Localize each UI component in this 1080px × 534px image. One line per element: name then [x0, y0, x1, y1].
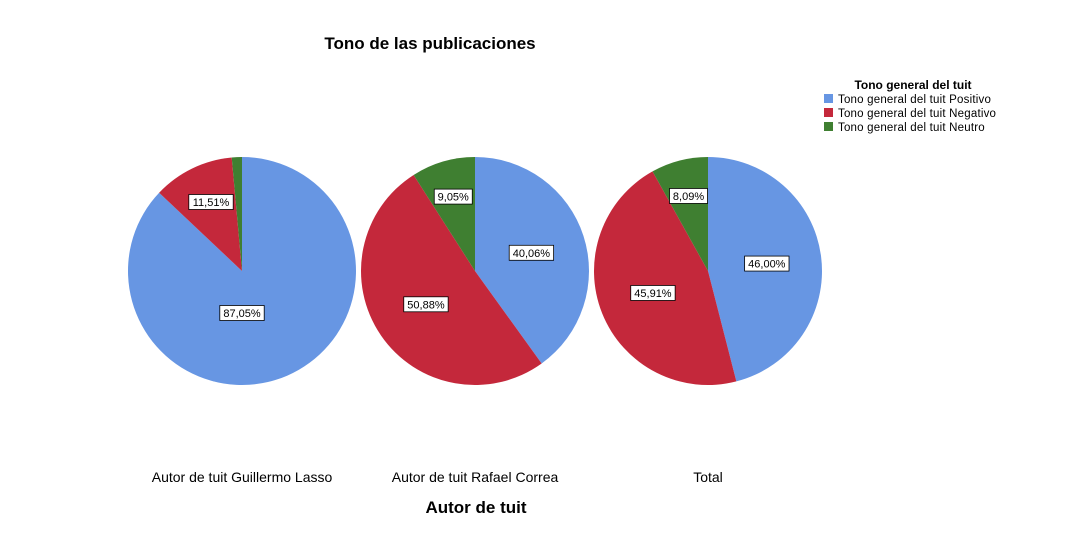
category-label-1: Autor de tuit Rafael Correa — [392, 469, 559, 485]
pie-2-slice-neutro — [652, 157, 708, 271]
pie-1-data-label-negativo: 50,88% — [403, 296, 449, 313]
legend-swatch-1 — [824, 108, 833, 117]
category-label-2: Total — [693, 469, 723, 485]
legend-label-0: Tono general del tuit Positivo — [838, 94, 991, 106]
category-label-0: Autor de tuit Guillermo Lasso — [152, 469, 333, 485]
pie-2-data-label-negativo: 45,91% — [630, 285, 676, 301]
pie-2-slice-negativo — [593, 171, 737, 386]
pie-1-data-label-neutro: 9,05% — [433, 188, 473, 205]
pie-1-data-label-positivo: 40,06% — [508, 244, 555, 261]
legend-swatch-2 — [824, 122, 833, 131]
legend-swatch-0 — [824, 94, 833, 103]
pie-1-slice-neutro — [413, 157, 475, 271]
svg-text:11,51%: 11,51% — [193, 197, 230, 209]
pie-0-slice-negativo — [159, 157, 242, 271]
pie-0-data-label-negativo: 11,51% — [188, 194, 234, 210]
svg-text:50,88%: 50,88% — [407, 299, 445, 311]
svg-text:87,05%: 87,05% — [223, 308, 261, 320]
legend: Tono general del tuit Tono general del t… — [824, 78, 996, 134]
pie-1-slice-negativo — [361, 174, 542, 385]
x-axis-title: Autor de tuit — [425, 498, 526, 517]
pie-2-data-label-neutro: 8,09% — [669, 188, 708, 204]
chart-title: Tono de las publicaciones — [324, 34, 535, 53]
legend-label-1: Tono general del tuit Negativo — [838, 108, 996, 120]
legend-label-2: Tono general del tuit Neutro — [838, 122, 985, 134]
svg-text:40,06%: 40,06% — [513, 248, 551, 260]
svg-text:9,05%: 9,05% — [438, 192, 469, 204]
pie-2-data-label-positivo: 46,00% — [744, 255, 790, 272]
svg-text:8,09%: 8,09% — [673, 191, 704, 203]
svg-text:46,00%: 46,00% — [748, 259, 786, 271]
pie-0-data-label-positivo: 87,05% — [219, 305, 265, 321]
pies-group: 87,05% 11,51% 40,06% 50,88% 9,05% 46,00% 45,91… — [127, 157, 823, 386]
legend-title: Tono general del tuit — [854, 78, 971, 92]
legend-items: Tono general del tuit Positivo Tono gener… — [824, 94, 996, 134]
pie-0-slice-neutro — [231, 157, 242, 271]
category-labels: Autor de tuit Guillermo Lasso Autor de tu… — [152, 469, 723, 485]
svg-text:45,91%: 45,91% — [634, 288, 672, 300]
